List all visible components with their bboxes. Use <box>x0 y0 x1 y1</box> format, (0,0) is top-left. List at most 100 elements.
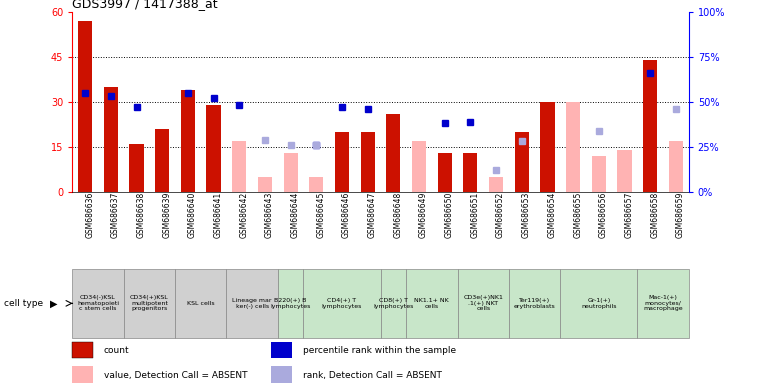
Bar <box>284 153 298 192</box>
Text: CD3e(+)NK1
.1(+) NKT
cells: CD3e(+)NK1 .1(+) NKT cells <box>463 295 503 311</box>
Text: percentile rank within the sample: percentile rank within the sample <box>303 346 456 355</box>
Text: GSM686648: GSM686648 <box>393 192 403 238</box>
Bar <box>406 269 457 338</box>
Bar <box>232 141 247 192</box>
Bar <box>201 192 227 269</box>
Text: GSM686639: GSM686639 <box>162 192 171 238</box>
Bar <box>309 177 323 192</box>
Bar <box>103 87 118 192</box>
Bar <box>206 105 221 192</box>
Bar <box>483 192 509 269</box>
Bar <box>643 60 658 192</box>
Text: GSM686650: GSM686650 <box>444 192 454 238</box>
Bar <box>412 141 426 192</box>
Text: GSM686643: GSM686643 <box>265 192 274 238</box>
Text: GSM686652: GSM686652 <box>496 192 505 238</box>
Text: GSM686644: GSM686644 <box>291 192 300 238</box>
Text: NK1.1+ NK
cells: NK1.1+ NK cells <box>415 298 449 309</box>
Bar <box>560 192 586 269</box>
Bar <box>489 177 503 192</box>
Bar <box>227 192 252 269</box>
Bar <box>457 269 509 338</box>
Text: CD34(-)KSL
hematopoieti
c stem cells: CD34(-)KSL hematopoieti c stem cells <box>77 295 119 311</box>
Bar <box>123 192 149 269</box>
Text: CD8(+) T
lymphocytes: CD8(+) T lymphocytes <box>373 298 413 309</box>
Bar <box>406 192 432 269</box>
Bar <box>361 132 374 192</box>
Bar <box>663 192 689 269</box>
Text: GSM686640: GSM686640 <box>188 192 197 238</box>
Text: GSM686659: GSM686659 <box>676 192 685 238</box>
Bar <box>509 192 535 269</box>
Text: Mac-1(+)
monocytes/
macrophage: Mac-1(+) monocytes/ macrophage <box>643 295 683 311</box>
Bar <box>566 102 580 192</box>
Bar <box>278 269 304 338</box>
Bar <box>72 342 94 358</box>
Text: KSL cells: KSL cells <box>187 301 215 306</box>
Bar <box>592 156 606 192</box>
Bar <box>181 90 195 192</box>
Text: GDS3997 / 1417388_at: GDS3997 / 1417388_at <box>72 0 218 10</box>
Bar <box>98 192 123 269</box>
Bar <box>509 269 560 338</box>
Bar <box>304 192 330 269</box>
Bar <box>252 192 278 269</box>
Text: Ter119(+)
erythroblasts: Ter119(+) erythroblasts <box>514 298 556 309</box>
Text: GSM686647: GSM686647 <box>368 192 377 238</box>
Bar <box>175 269 227 338</box>
Bar <box>463 153 477 192</box>
Text: GSM686641: GSM686641 <box>214 192 222 238</box>
Bar <box>535 192 560 269</box>
Bar <box>72 366 94 382</box>
Bar <box>438 153 452 192</box>
Bar <box>155 129 169 192</box>
Text: cell type: cell type <box>4 299 43 308</box>
Bar <box>335 132 349 192</box>
Bar <box>72 269 123 338</box>
Bar <box>272 342 292 358</box>
Bar <box>258 177 272 192</box>
Text: GSM686646: GSM686646 <box>342 192 351 238</box>
Bar <box>72 192 98 269</box>
Text: GSM686642: GSM686642 <box>239 192 248 238</box>
Bar <box>638 192 663 269</box>
Bar <box>638 269 689 338</box>
Bar <box>78 20 92 192</box>
Text: CD4(+) T
lymphocytes: CD4(+) T lymphocytes <box>322 298 362 309</box>
Text: count: count <box>103 346 129 355</box>
Bar <box>129 144 144 192</box>
Bar <box>540 102 555 192</box>
Text: rank, Detection Call = ABSENT: rank, Detection Call = ABSENT <box>303 371 441 380</box>
Text: GSM686649: GSM686649 <box>419 192 428 238</box>
Text: CD34(+)KSL
multipotent
progenitors: CD34(+)KSL multipotent progenitors <box>130 295 169 311</box>
Text: GSM686654: GSM686654 <box>547 192 556 238</box>
Bar <box>330 192 355 269</box>
Text: Gr-1(+)
neutrophils: Gr-1(+) neutrophils <box>581 298 616 309</box>
Bar <box>514 132 529 192</box>
Bar <box>123 269 175 338</box>
Bar <box>457 192 483 269</box>
Text: GSM686651: GSM686651 <box>470 192 479 238</box>
Bar <box>432 192 457 269</box>
Text: GSM686637: GSM686637 <box>111 192 119 238</box>
Bar <box>380 192 406 269</box>
Bar <box>278 192 304 269</box>
Bar <box>355 192 380 269</box>
Text: value, Detection Call = ABSENT: value, Detection Call = ABSENT <box>103 371 247 380</box>
Text: GSM686657: GSM686657 <box>625 192 633 238</box>
Text: GSM686653: GSM686653 <box>522 192 530 238</box>
Bar <box>149 192 175 269</box>
Bar <box>387 114 400 192</box>
Bar <box>612 192 638 269</box>
Bar <box>304 269 380 338</box>
Bar <box>617 150 632 192</box>
Text: GSM686655: GSM686655 <box>573 192 582 238</box>
Bar <box>227 269 278 338</box>
Text: GSM686636: GSM686636 <box>85 192 94 238</box>
Text: GSM686658: GSM686658 <box>650 192 659 238</box>
Bar <box>272 366 292 382</box>
Text: GSM686645: GSM686645 <box>317 192 325 238</box>
Bar <box>175 192 201 269</box>
Text: ▶: ▶ <box>49 298 57 308</box>
Text: B220(+) B
lymphocytes: B220(+) B lymphocytes <box>270 298 310 309</box>
